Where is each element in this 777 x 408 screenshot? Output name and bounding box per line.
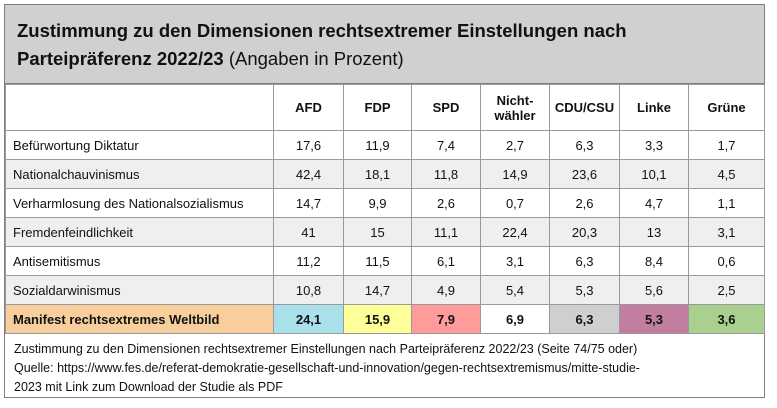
row-label: Antisemitismus (5, 246, 274, 276)
column-header: SPD (411, 84, 481, 131)
column-header: Grüne (688, 84, 765, 131)
table-cell: 23,6 (549, 159, 620, 189)
table-cell: 8,4 (619, 246, 689, 276)
summary-cell: 5,3 (619, 304, 689, 334)
table-cell: 0,6 (688, 246, 765, 276)
table-cell: 18,1 (343, 159, 412, 189)
table-cell: 2,7 (480, 130, 550, 160)
table-cell: 14,7 (343, 275, 412, 305)
table-cell: 14,7 (273, 188, 344, 218)
column-header: Linke (619, 84, 689, 131)
table-cell: 11,9 (343, 130, 412, 160)
table-row: Antisemitismus 11,2 11,5 6,1 3,1 6,3 8,4 0,6 (5, 246, 765, 276)
data-table: AFD FDP SPD Nicht-wähler CDU/CSU Linke Grüne B… (5, 84, 765, 334)
table-cell: 0,7 (480, 188, 550, 218)
summary-row: Manifest rechtsextremes Weltbild 24,1 15,9… (5, 304, 765, 334)
title-bold-2: Parteipräferenz 2022/23 (17, 48, 224, 69)
table-row: Verharmlosung des Nationalsozialismus 14,… (5, 188, 765, 218)
corner-cell (5, 84, 274, 131)
row-label: Befürwortung Diktatur (5, 130, 274, 160)
table-row: Befürwortung Diktatur 17,6 11,9 7,4 2,7 6,3 3,… (5, 130, 765, 160)
title-line-2: Parteipräferenz 2022/23 (Angaben in Proz… (17, 45, 752, 73)
table-cell: 3,1 (480, 246, 550, 276)
table-cell: 6,1 (411, 246, 481, 276)
table-cell: 2,6 (549, 188, 620, 218)
table-cell: 17,6 (273, 130, 344, 160)
table-cell: 7,4 (411, 130, 481, 160)
row-label: Fremdenfeindlichkeit (5, 217, 274, 247)
table-cell: 2,6 (411, 188, 481, 218)
table-cell: 4,7 (619, 188, 689, 218)
table-cell: 5,6 (619, 275, 689, 305)
column-header: Nicht-wähler (480, 84, 550, 131)
summary-cell: 6,3 (549, 304, 620, 334)
table-cell: 5,3 (549, 275, 620, 305)
table-cell: 3,3 (619, 130, 689, 160)
source-line-2: Quelle: https://www.fes.de/referat-demok… (14, 361, 640, 375)
table-row: Nationalchauvinismus 42,4 18,1 11,8 14,9 23,6… (5, 159, 765, 189)
table-row: Sozialdarwinismus 10,8 14,7 4,9 5,4 5,3 5,6 2,5 (5, 275, 765, 305)
title-unit: (Angaben in Prozent) (223, 48, 404, 69)
source-line-3: 2023 mit Link zum Download der Studie al… (14, 380, 283, 394)
row-label: Nationalchauvinismus (5, 159, 274, 189)
summary-cell: 7,9 (411, 304, 481, 334)
table-cell: 6,3 (549, 246, 620, 276)
table-body: Befürwortung Diktatur 17,6 11,9 7,4 2,7 6,3 3,… (5, 130, 765, 334)
table-cell: 3,1 (688, 217, 765, 247)
title-bold-1: Zustimmung zu den Dimensionen rechtsextr… (17, 20, 627, 41)
table-cell: 11,2 (273, 246, 344, 276)
summary-label: Manifest rechtsextremes Weltbild (5, 304, 274, 334)
table-cell: 42,4 (273, 159, 344, 189)
row-label: Verharmlosung des Nationalsozialismus (5, 188, 274, 218)
column-header: CDU/CSU (549, 84, 620, 131)
row-label: Sozialdarwinismus (5, 275, 274, 305)
table-header: Zustimmung zu den Dimensionen rechtsextr… (5, 5, 764, 84)
column-header: AFD (273, 84, 344, 131)
summary-cell: 3,6 (688, 304, 765, 334)
summary-cell: 6,9 (480, 304, 550, 334)
table-cell: 1,7 (688, 130, 765, 160)
summary-cell: 15,9 (343, 304, 412, 334)
table-cell: 20,3 (549, 217, 620, 247)
table-cell: 4,9 (411, 275, 481, 305)
table-cell: 10,8 (273, 275, 344, 305)
table-cell: 1,1 (688, 188, 765, 218)
table-cell: 5,4 (480, 275, 550, 305)
source-line-1: Zustimmung zu den Dimensionen rechtsextr… (14, 342, 638, 356)
table-cell: 9,9 (343, 188, 412, 218)
table-cell: 10,1 (619, 159, 689, 189)
table-cell: 6,3 (549, 130, 620, 160)
column-header-row: AFD FDP SPD Nicht-wähler CDU/CSU Linke Grüne (5, 84, 765, 131)
title-line-1: Zustimmung zu den Dimensionen rechtsextr… (17, 17, 752, 45)
column-header: FDP (343, 84, 412, 131)
table-cell: 13 (619, 217, 689, 247)
table-row: Fremdenfeindlichkeit 41 15 11,1 22,4 20,3 13 3,… (5, 217, 765, 247)
table-cell: 11,5 (343, 246, 412, 276)
table-cell: 11,1 (411, 217, 481, 247)
table-cell: 11,8 (411, 159, 481, 189)
table-cell: 4,5 (688, 159, 765, 189)
table-cell: 22,4 (480, 217, 550, 247)
table-cell: 41 (273, 217, 344, 247)
table-cell: 2,5 (688, 275, 765, 305)
summary-cell: 24,1 (273, 304, 344, 334)
table-cell: 15 (343, 217, 412, 247)
source-note: Zustimmung zu den Dimensionen rechtsextr… (5, 334, 764, 397)
table-frame: Zustimmung zu den Dimensionen rechtsextr… (4, 4, 765, 398)
table-cell: 14,9 (480, 159, 550, 189)
